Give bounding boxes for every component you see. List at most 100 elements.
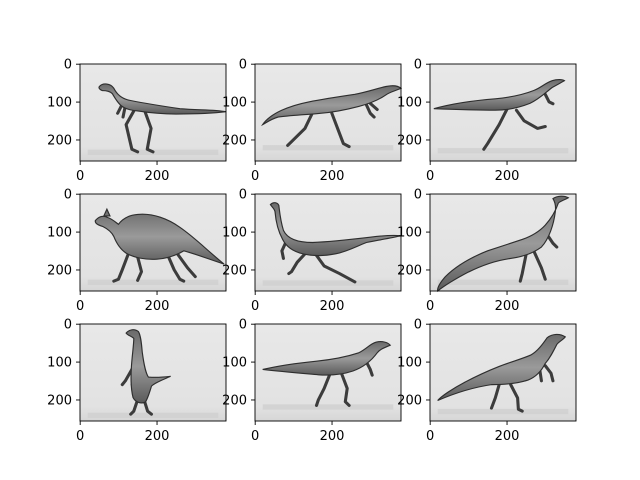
y-tick-label: 200: [47, 263, 72, 278]
x-tick-label: 200: [320, 299, 345, 314]
ground-shadow: [437, 148, 569, 154]
dinosaur-body: [437, 333, 567, 402]
axes-frame: [79, 323, 227, 422]
subplot-5: 0 200 0 100 200: [222, 188, 402, 314]
axes-frame: [254, 63, 402, 162]
ground-shadow: [87, 279, 219, 285]
subplot-1: 0 200 0 100 200: [47, 58, 227, 184]
dinosaur-limb: [286, 110, 315, 147]
y-tick-label: 0: [64, 58, 72, 73]
dinosaur-limb: [518, 253, 528, 283]
dinosaur-limb: [136, 255, 144, 282]
y-tick-label: 0: [239, 188, 247, 203]
y-tick-label: 100: [222, 356, 247, 371]
dinosaur-limb: [339, 371, 351, 407]
x-tick-label: 0: [76, 299, 84, 314]
dinosaur-limb: [330, 111, 351, 149]
y-tick-label: 0: [414, 318, 422, 333]
x-tick-label: 0: [76, 169, 84, 184]
y-tick-label: 100: [397, 226, 422, 241]
dinosaur-body: [262, 341, 392, 376]
y-tick-label: 0: [239, 318, 247, 333]
ground-shadow: [87, 412, 219, 418]
y-tick-label: 0: [239, 58, 247, 73]
subplot-8: 0 200 0 100 200: [222, 318, 402, 444]
dinosaur-illustration: [262, 202, 402, 286]
dinosaur-limb: [314, 253, 357, 284]
dinosaur-body: [269, 202, 402, 257]
dinosaur-illustration: [437, 333, 569, 415]
axes-frame: [429, 323, 577, 422]
y-tick-label: 100: [397, 356, 422, 371]
axes-frame: [79, 63, 227, 162]
dinosaur-limb: [287, 252, 307, 276]
x-tick-label: 200: [495, 299, 520, 314]
dinosaur-illustration: [433, 78, 569, 154]
x-tick-label: 200: [320, 429, 345, 444]
y-tick-label: 100: [47, 356, 72, 371]
y-tick-label: 0: [64, 318, 72, 333]
dinosaur-body: [433, 78, 566, 111]
ground-shadow: [437, 279, 569, 285]
y-tick-label: 0: [414, 58, 422, 73]
y-tick-label: 200: [222, 263, 247, 278]
dinosaur-limb: [514, 108, 547, 130]
y-tick-label: 100: [47, 226, 72, 241]
y-tick-label: 200: [47, 133, 72, 148]
dinosaur-limb: [176, 253, 197, 279]
dinosaur-limb: [364, 360, 374, 377]
dinosaur-limb: [543, 92, 555, 106]
dinosaur-illustration: [87, 83, 227, 155]
dinosaur-limb: [120, 367, 134, 387]
x-tick-label: 200: [495, 169, 520, 184]
y-tick-label: 100: [397, 96, 422, 111]
axes-frame: [79, 193, 227, 292]
y-tick-label: 100: [47, 96, 72, 111]
axes-frame: [429, 63, 577, 162]
dinosaur-limb: [489, 383, 501, 410]
dinosaur-body: [260, 85, 403, 127]
y-tick-label: 0: [414, 188, 422, 203]
y-tick-label: 200: [397, 133, 422, 148]
ground-shadow: [262, 280, 394, 286]
dinosaur-limb: [532, 249, 547, 281]
dinosaur-illustration: [262, 341, 394, 410]
dinosaur-body: [437, 195, 570, 293]
x-tick-label: 0: [76, 429, 84, 444]
dinosaur-limb: [124, 109, 140, 154]
axes-frame: [429, 193, 577, 292]
dinosaur-limb: [314, 372, 332, 407]
x-tick-label: 0: [251, 429, 259, 444]
ground-shadow: [262, 404, 394, 410]
y-tick-label: 100: [222, 226, 247, 241]
subplot-7: 0 200 0 100 200: [47, 318, 227, 444]
y-tick-label: 100: [222, 96, 247, 111]
subplot-6: 0 200 0 100 200: [397, 188, 577, 314]
subplot-2: 0 200 0 100 200: [222, 58, 403, 184]
x-tick-label: 0: [251, 299, 259, 314]
ground-shadow: [262, 145, 394, 151]
dinosaur-illustration: [87, 207, 225, 285]
dinosaur-illustration: [87, 329, 219, 418]
dinosaur-body: [98, 83, 227, 115]
subplot-4: 0 200 0 100 200: [47, 188, 227, 314]
dinosaur-body: [94, 207, 225, 265]
dinosaur-limb: [543, 364, 555, 383]
ground-shadow: [437, 408, 569, 415]
y-tick-label: 0: [64, 188, 72, 203]
dinosaur-limb: [364, 103, 376, 119]
axes-frame: [254, 193, 402, 292]
x-tick-label: 0: [426, 169, 434, 184]
dinosaur-limb: [280, 240, 288, 260]
subplot-3: 0 200 0 100 200: [397, 58, 577, 184]
dinosaur-limb: [112, 253, 130, 283]
dinosaur-limb: [166, 255, 186, 283]
y-tick-label: 200: [222, 393, 247, 408]
x-tick-label: 200: [145, 169, 170, 184]
dinosaur-body: [125, 329, 171, 404]
x-tick-label: 200: [495, 429, 520, 444]
x-tick-label: 200: [320, 169, 345, 184]
axes-frame: [254, 323, 402, 422]
y-tick-label: 200: [397, 263, 422, 278]
